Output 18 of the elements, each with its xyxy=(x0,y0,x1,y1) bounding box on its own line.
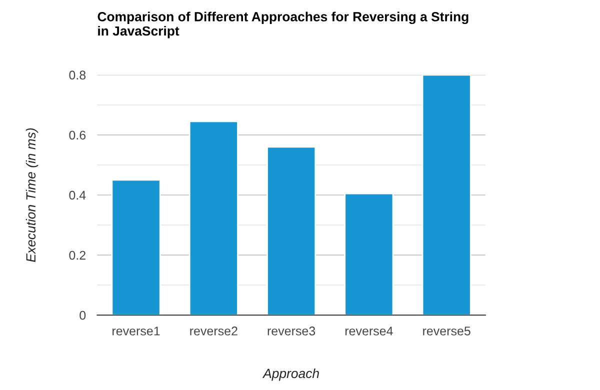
bar xyxy=(422,74,472,316)
x-tick-label: reverse1 xyxy=(112,326,160,336)
y-tick-label: 0.8 xyxy=(69,70,86,80)
y-tick-label: 0.2 xyxy=(69,250,86,260)
y-axis-title: Execution Time (in ms) xyxy=(26,128,38,262)
bar xyxy=(344,192,394,316)
x-tick-label: reverse2 xyxy=(190,326,238,336)
bar xyxy=(111,179,161,316)
x-axis-title: Approach xyxy=(262,368,319,381)
y-tick-label: 0.4 xyxy=(69,190,86,200)
chart-title: Comparison of Different Approaches for Reversing a String in JavaScript xyxy=(98,12,468,38)
bar xyxy=(266,146,316,316)
bar xyxy=(188,120,238,316)
y-tick-label: 0.6 xyxy=(69,130,86,140)
x-tick-label: reverse4 xyxy=(345,326,393,336)
x-tick-label: reverse5 xyxy=(423,326,470,336)
y-tick-label: 0 xyxy=(80,310,86,320)
x-tick-label: reverse3 xyxy=(268,326,316,336)
